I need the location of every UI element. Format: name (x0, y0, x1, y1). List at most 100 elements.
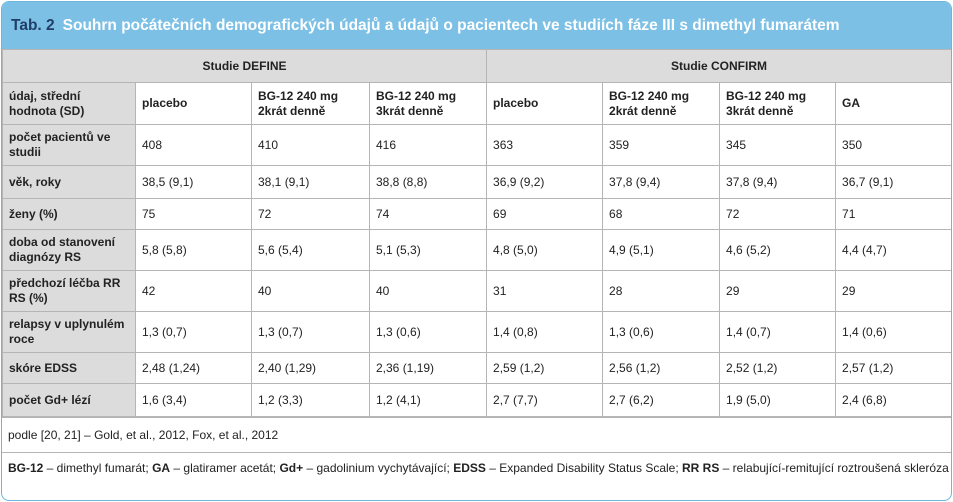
table-row: doba od stanovení diagnózy RS 5,8 (5,8) 5,… (2, 229, 951, 271)
table-cell: 69 (486, 198, 604, 230)
data-table: Studie DEFINE Studie CONFIRM údaj, střed… (2, 49, 951, 417)
table-row: předchozí léčba RR RS (%) 42 40 40 31 28 29 29 (2, 270, 951, 312)
table-cell: 1,2 (3,3) (251, 383, 370, 417)
table-cell: 1,4 (0,8) (486, 311, 604, 353)
table-cell: 38,5 (9,1) (135, 165, 252, 199)
table-title: Souhrn počátečních demografických údajů … (62, 16, 840, 34)
abbreviation-desc: – Expanded Disability Status Scale; (485, 461, 682, 475)
table-title-bar: Tab. 2 Souhrn počátečních demografických… (2, 2, 951, 49)
table-cell: 4,4 (4,7) (835, 229, 951, 271)
table-cell: 2,52 (1,2) (719, 352, 837, 384)
table-cell: 1,3 (0,7) (251, 311, 370, 353)
abbreviation-desc: – gadolinium vychytávající; (303, 461, 454, 475)
table-cell: 29 (719, 270, 837, 312)
table-cell: 71 (835, 198, 951, 230)
table-number: Tab. 2 (11, 16, 55, 34)
table-cell: 37,8 (9,4) (719, 165, 837, 199)
table-cell: 38,8 (8,8) (368, 165, 488, 199)
table-cell: 72 (719, 198, 837, 230)
table-cell: 5,8 (5,8) (135, 229, 252, 271)
table-row: relapsy v uplynulém roce 1,3 (0,7) 1,3 (0,… (2, 311, 951, 353)
source-note: podle [20, 21] – Gold, et al., 2012, Fox… (2, 418, 951, 453)
table-cell: 31 (486, 270, 604, 312)
table-cell: 1,3 (0,6) (602, 311, 721, 353)
table-cell: 4,9 (5,1) (602, 229, 721, 271)
table-row: ženy (%) 75 72 74 69 68 72 71 (2, 198, 951, 230)
table-cell: 350 (835, 124, 951, 166)
table-cell: 42 (135, 270, 252, 312)
table-row: věk, roky 38,5 (9,1) 38,1 (9,1) 38,8 (8,8) 3… (2, 165, 951, 199)
table-cell: 2,36 (1,19) (368, 352, 488, 384)
table-cell: 1,4 (0,7) (719, 311, 837, 353)
abbreviation-term: BG-12 (8, 461, 44, 475)
table-cell: 2,7 (6,2) (602, 383, 721, 417)
table-cell: 75 (135, 198, 252, 230)
study-header-row: Studie DEFINE Studie CONFIRM (2, 49, 951, 83)
column-header: BG-12 240 mg 2krát denně (602, 82, 721, 125)
column-header: BG-12 240 mg 2krát denně (251, 82, 370, 125)
abbreviation-term: EDSS (453, 461, 486, 475)
table-cell: 2,57 (1,2) (835, 352, 951, 384)
table-cell: 74 (368, 198, 488, 230)
table-cell: 40 (368, 270, 488, 312)
column-header-row: údaj, střední hodnota (SD) placebo BG-12… (2, 82, 951, 125)
abbreviation-desc: – glatiramer acetát; (170, 461, 280, 475)
abbreviations-note: BG-12 – dimethyl fumarát; GA – glatirame… (2, 453, 951, 483)
table-row: skóre EDSS 2,48 (1,24) 2,40 (1,29) 2,36 (1,… (2, 352, 951, 384)
table-row: počet Gd+ lézí 1,6 (3,4) 1,2 (3,3) 1,2 (4,1… (2, 383, 951, 417)
table-cell: 72 (251, 198, 370, 230)
table-cell: 1,6 (3,4) (135, 383, 252, 417)
row-label: doba od stanovení diagnózy RS (2, 229, 136, 271)
table-cell: 1,3 (0,7) (135, 311, 252, 353)
table-cell: 2,4 (6,8) (835, 383, 951, 417)
table-body: počet pacientů ve studii 408 410 416 363 359 3… (2, 124, 951, 417)
table-cell: 36,9 (9,2) (486, 165, 604, 199)
column-header: BG-12 240 mg 3krát denně (368, 82, 488, 125)
abbreviation-desc: – dimethyl fumarát; (43, 461, 153, 475)
corner-header: údaj, střední hodnota (SD) (2, 82, 136, 125)
table-cell: 4,8 (5,0) (486, 229, 604, 271)
row-label: ženy (%) (2, 198, 136, 230)
table-cell: 2,56 (1,2) (602, 352, 721, 384)
row-label: předchozí léčba RR RS (%) (2, 270, 136, 312)
column-header: BG-12 240 mg 3krát denně (719, 82, 837, 125)
column-header: placebo (135, 82, 252, 125)
study-define-header: Studie DEFINE (2, 49, 488, 83)
table-cell: 363 (486, 124, 604, 166)
table-cell: 359 (602, 124, 721, 166)
table-cell: 408 (135, 124, 252, 166)
table-row: počet pacientů ve studii 408 410 416 363 359 3… (2, 124, 951, 166)
table-cell: 40 (251, 270, 370, 312)
table-cell: 2,40 (1,29) (251, 352, 370, 384)
table-cell: 2,48 (1,24) (135, 352, 252, 384)
table-cell: 410 (251, 124, 370, 166)
abbreviation-term: GA (152, 461, 171, 475)
table-cell: 28 (602, 270, 721, 312)
table-cell: 345 (719, 124, 837, 166)
abbreviation-term: RR RS (682, 461, 720, 475)
row-label: počet Gd+ lézí (2, 383, 136, 417)
table-cell: 1,9 (5,0) (719, 383, 837, 417)
table-cell: 5,1 (5,3) (368, 229, 488, 271)
table-cell: 1,3 (0,6) (368, 311, 488, 353)
table-cell: 1,4 (0,6) (835, 311, 951, 353)
table-cell: 2,59 (1,2) (486, 352, 604, 384)
row-label: počet pacientů ve studii (2, 124, 136, 166)
study-confirm-header: Studie CONFIRM (486, 49, 951, 83)
row-label: relapsy v uplynulém roce (2, 311, 136, 353)
column-header: GA (835, 82, 951, 125)
table-cell: 38,1 (9,1) (251, 165, 370, 199)
column-header: placebo (486, 82, 604, 125)
table-cell: 37,8 (9,4) (602, 165, 721, 199)
table-cell: 4,6 (5,2) (719, 229, 837, 271)
abbreviation-term: Gd+ (279, 461, 304, 475)
table-cell: 1,2 (4,1) (368, 383, 488, 417)
abbreviation-desc: – relabující-remitující roztroušená skle… (719, 461, 949, 475)
table-cell: 29 (835, 270, 951, 312)
table-cell: 2,7 (7,7) (486, 383, 604, 417)
table-cell: 5,6 (5,4) (251, 229, 370, 271)
row-label: skóre EDSS (2, 352, 136, 384)
table-cell: 416 (368, 124, 488, 166)
row-label: věk, roky (2, 165, 136, 199)
